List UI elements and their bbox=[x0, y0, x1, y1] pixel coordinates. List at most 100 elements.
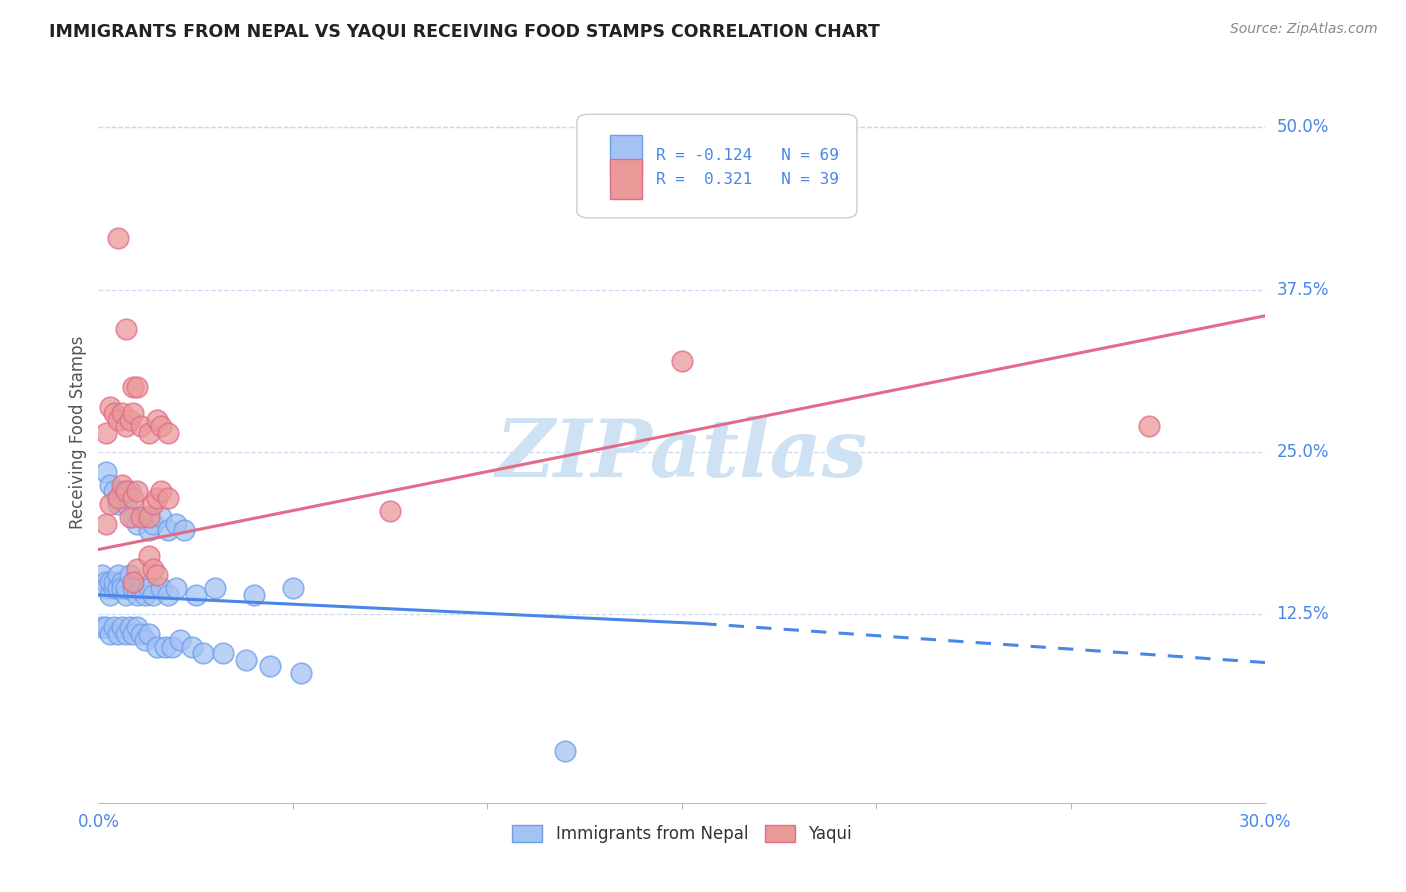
Point bbox=[127, 380, 149, 394]
Point bbox=[157, 425, 180, 440]
Point bbox=[98, 627, 121, 641]
Point bbox=[98, 574, 121, 589]
FancyBboxPatch shape bbox=[610, 159, 643, 200]
Point bbox=[107, 497, 129, 511]
Point bbox=[169, 633, 191, 648]
Point bbox=[96, 516, 118, 531]
Point bbox=[134, 588, 156, 602]
Point bbox=[98, 477, 121, 491]
Point bbox=[111, 477, 134, 491]
Point bbox=[122, 627, 145, 641]
Point bbox=[193, 647, 215, 661]
Point bbox=[180, 640, 202, 654]
Point bbox=[138, 549, 160, 563]
Point bbox=[98, 400, 121, 414]
Text: R = -0.124   N = 69: R = -0.124 N = 69 bbox=[657, 148, 839, 163]
Point bbox=[103, 406, 125, 420]
Point bbox=[146, 412, 169, 426]
Point bbox=[134, 633, 156, 648]
Point bbox=[122, 406, 145, 420]
Point bbox=[184, 588, 207, 602]
Point bbox=[96, 620, 118, 634]
Point bbox=[129, 419, 152, 434]
Point bbox=[162, 640, 184, 654]
Point bbox=[127, 620, 149, 634]
Point bbox=[118, 484, 141, 499]
Point bbox=[138, 425, 160, 440]
Point bbox=[380, 503, 402, 517]
Point bbox=[98, 497, 121, 511]
Point bbox=[114, 491, 136, 505]
Point bbox=[96, 574, 118, 589]
Point bbox=[173, 523, 195, 537]
Point bbox=[165, 582, 187, 596]
Point bbox=[114, 484, 136, 499]
Point bbox=[554, 744, 576, 758]
Point bbox=[142, 562, 165, 576]
Point bbox=[114, 419, 136, 434]
Text: R =  0.321   N = 39: R = 0.321 N = 39 bbox=[657, 171, 839, 186]
Point bbox=[142, 516, 165, 531]
Point bbox=[129, 627, 152, 641]
Point bbox=[149, 484, 172, 499]
Point bbox=[107, 627, 129, 641]
Point bbox=[122, 582, 145, 596]
Point bbox=[103, 574, 125, 589]
Point bbox=[149, 510, 172, 524]
Point bbox=[114, 588, 136, 602]
FancyBboxPatch shape bbox=[576, 114, 856, 218]
Point bbox=[122, 510, 145, 524]
Point bbox=[122, 574, 145, 589]
Point bbox=[149, 582, 172, 596]
Point bbox=[157, 588, 180, 602]
Point bbox=[107, 491, 129, 505]
Text: 25.0%: 25.0% bbox=[1277, 443, 1329, 461]
Point bbox=[127, 588, 149, 602]
Point bbox=[134, 510, 156, 524]
Point bbox=[114, 582, 136, 596]
Point bbox=[259, 659, 281, 673]
Point bbox=[281, 582, 304, 596]
Point bbox=[142, 497, 165, 511]
Point bbox=[153, 640, 176, 654]
Point bbox=[107, 582, 129, 596]
Point bbox=[157, 491, 180, 505]
Point bbox=[107, 491, 129, 505]
Point bbox=[138, 582, 160, 596]
Point bbox=[671, 354, 693, 368]
Point bbox=[165, 516, 187, 531]
Point bbox=[122, 380, 145, 394]
Point bbox=[127, 516, 149, 531]
Point bbox=[146, 640, 169, 654]
Text: 50.0%: 50.0% bbox=[1277, 119, 1329, 136]
Point bbox=[243, 588, 266, 602]
Point bbox=[129, 510, 152, 524]
Point bbox=[114, 497, 136, 511]
Text: 12.5%: 12.5% bbox=[1277, 606, 1329, 624]
Text: 37.5%: 37.5% bbox=[1277, 281, 1329, 299]
Point bbox=[96, 425, 118, 440]
Point bbox=[149, 419, 172, 434]
Text: IMMIGRANTS FROM NEPAL VS YAQUI RECEIVING FOOD STAMPS CORRELATION CHART: IMMIGRANTS FROM NEPAL VS YAQUI RECEIVING… bbox=[49, 22, 880, 40]
Point bbox=[1137, 419, 1160, 434]
Point bbox=[146, 491, 169, 505]
Point bbox=[212, 647, 235, 661]
Point bbox=[129, 582, 152, 596]
Point bbox=[114, 627, 136, 641]
Point bbox=[118, 568, 141, 582]
Point bbox=[103, 620, 125, 634]
Point bbox=[127, 484, 149, 499]
Point bbox=[107, 231, 129, 245]
Point bbox=[111, 406, 134, 420]
Legend: Immigrants from Nepal, Yaqui: Immigrants from Nepal, Yaqui bbox=[506, 819, 858, 850]
Point bbox=[96, 465, 118, 479]
Point bbox=[118, 412, 141, 426]
Point bbox=[142, 588, 165, 602]
Point bbox=[204, 582, 226, 596]
Point bbox=[114, 322, 136, 336]
Point bbox=[235, 653, 257, 667]
Point bbox=[111, 582, 134, 596]
Point bbox=[138, 510, 160, 524]
Point bbox=[91, 620, 114, 634]
Point bbox=[98, 588, 121, 602]
